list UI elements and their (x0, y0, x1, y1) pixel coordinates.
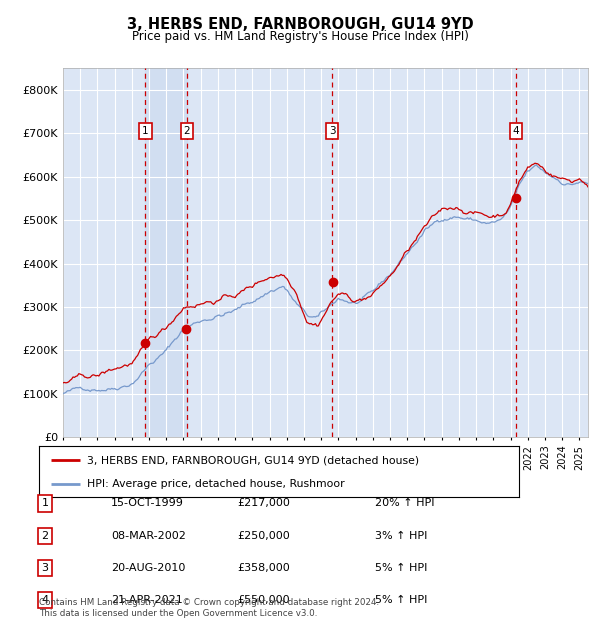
Text: 4: 4 (41, 595, 49, 605)
Text: 21-APR-2021: 21-APR-2021 (111, 595, 183, 605)
Text: 3% ↑ HPI: 3% ↑ HPI (375, 531, 427, 541)
Text: 4: 4 (512, 126, 519, 136)
Text: £217,000: £217,000 (237, 498, 290, 508)
Text: 1: 1 (142, 126, 149, 136)
Text: 2: 2 (184, 126, 190, 136)
Text: HPI: Average price, detached house, Rushmoor: HPI: Average price, detached house, Rush… (87, 479, 344, 489)
Text: 3, HERBS END, FARNBOROUGH, GU14 9YD: 3, HERBS END, FARNBOROUGH, GU14 9YD (127, 17, 473, 32)
Bar (145, 68, 187, 437)
Text: 15-OCT-1999: 15-OCT-1999 (111, 498, 184, 508)
Text: 3: 3 (41, 563, 49, 573)
Text: 08-MAR-2002: 08-MAR-2002 (111, 531, 186, 541)
Text: 3: 3 (329, 126, 335, 136)
Text: 3, HERBS END, FARNBOROUGH, GU14 9YD (detached house): 3, HERBS END, FARNBOROUGH, GU14 9YD (det… (87, 455, 419, 465)
Text: 20-AUG-2010: 20-AUG-2010 (111, 563, 185, 573)
Text: Contains HM Land Registry data © Crown copyright and database right 2024.
This d: Contains HM Land Registry data © Crown c… (39, 598, 379, 618)
Text: 2: 2 (41, 531, 49, 541)
Text: £550,000: £550,000 (237, 595, 290, 605)
Text: 1: 1 (41, 498, 49, 508)
Text: £358,000: £358,000 (237, 563, 290, 573)
Text: 20% ↑ HPI: 20% ↑ HPI (375, 498, 434, 508)
Text: 5% ↑ HPI: 5% ↑ HPI (375, 563, 427, 573)
Text: 5% ↑ HPI: 5% ↑ HPI (375, 595, 427, 605)
Text: £250,000: £250,000 (237, 531, 290, 541)
Text: Price paid vs. HM Land Registry's House Price Index (HPI): Price paid vs. HM Land Registry's House … (131, 30, 469, 43)
